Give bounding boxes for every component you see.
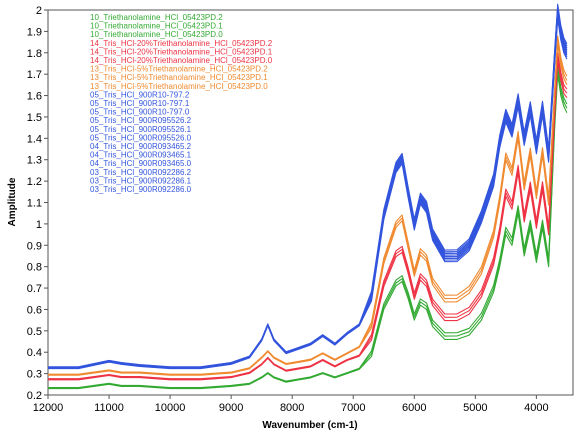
y-tick-label-0.6: 0.6: [27, 304, 42, 316]
x-tick-label-11000: 11000: [94, 402, 124, 414]
series-line-9: [48, 35, 568, 375]
y-tick-label-0.9: 0.9: [27, 240, 42, 252]
y-tick-label-0.7: 0.7: [27, 283, 42, 295]
y-tick-label-0.5: 0.5: [27, 326, 42, 338]
y-tick-label-1.1: 1.1: [27, 198, 42, 210]
legend-entry-21: 03_Tris_HCl_900R092286.0: [90, 185, 192, 194]
legend-entry-11: 05_Tris_HCl_900R10-797.1: [90, 99, 190, 108]
series-line-6: [48, 52, 568, 380]
y-tick-label-1.2: 1.2: [27, 176, 42, 188]
y-tick-label-0.8: 0.8: [27, 262, 42, 274]
x-tick-label-10000: 10000: [155, 402, 186, 414]
y-tick-label-0.2: 0.2: [27, 390, 42, 402]
x-tick-label-12000: 12000: [33, 402, 64, 414]
legend-entry-16: 04_Tris_HCl_900R093465.2: [90, 142, 192, 151]
legend-entry-7: 13_Tris_HCl-5%Triethanolamine_HCl_05423P…: [90, 65, 268, 74]
y-axis-title: Amplitude: [7, 177, 18, 226]
y-tick-label-0.3: 0.3: [27, 369, 42, 381]
x-tick-label-5000: 5000: [463, 402, 487, 414]
y-tick-label-1.6: 1.6: [27, 91, 42, 103]
legend-entry-13: 05_Tris_HCl_900R095526.2: [90, 116, 192, 125]
legend-entry-15: 05_Tris_HCl_900R095526.0: [90, 133, 192, 142]
x-tick-label-9000: 9000: [219, 402, 243, 414]
series-line-21: [48, 3, 568, 368]
legend-entry-14: 05_Tris_HCl_900R095526.1: [90, 125, 192, 134]
y-tick-label-1.7: 1.7: [27, 69, 42, 81]
y-tick-label-1.8: 1.8: [27, 48, 42, 60]
x-tick-label-7000: 7000: [341, 402, 365, 414]
legend-entry-17: 04_Tris_HCl_900R093465.1: [90, 151, 192, 160]
x-tick-label-8000: 8000: [280, 402, 304, 414]
x-tick-label-6000: 6000: [402, 402, 426, 414]
series-line-3: [48, 65, 568, 389]
legend-entry-9: 13_Tris_HCl-5%Triethanolamine_HCl_05423P…: [90, 82, 268, 91]
series-line-4: [48, 60, 568, 381]
legend-entry-5: 14_Tris_HCl-20%Triethanolamine_HCl_05423…: [90, 47, 273, 56]
x-axis-ticks: 12000 11000 10000 9000 8000 7000 6000 5000 4000: [33, 395, 549, 414]
legend-entry-6: 14_Tris_HCl-20%Triethanolamine_HCl_05423…: [90, 56, 273, 65]
legend-entry-12: 05_Tris_HCl_900R10-797.0: [90, 108, 190, 117]
legend-entry-20: 03_Tris_HCl_900R092286.1: [90, 176, 192, 185]
y-tick-label-1.3: 1.3: [27, 155, 42, 167]
legend-entry-8: 13_Tris_HCl-5%Triethanolamine_HCl_05423P…: [90, 73, 268, 82]
legend-entry-2: 10_Triethanolamine_HCl_05423PD.1: [90, 22, 223, 31]
y-tick-label-1: 1: [36, 219, 42, 231]
x-axis-title: Wavenumber (cm-1): [262, 420, 357, 431]
y-tick-label-0.4: 0.4: [27, 347, 42, 359]
legend-entry-4: 14_Tris_HCl-20%Triethanolamine_HCl_05423…: [90, 39, 273, 48]
y-tick-label-2: 2: [36, 5, 42, 17]
legend-entry-1: 10_Triethanolamine_HCl_05423PD.2: [90, 13, 223, 22]
legend-entry-18: 04_Tris_HCl_900R093465.0: [90, 159, 192, 168]
series-layer: [48, 3, 568, 390]
y-axis-ticks: 0.2 0.3 0.4 0.5 0.6 0.7 0.8 0.9 1 1.1 1.2 1.3 1.4 1.5…: [27, 5, 48, 402]
legend: 10_Triethanolamine_HCl_05423PD.210_Triet…: [90, 13, 273, 194]
y-tick-label-1.5: 1.5: [27, 112, 42, 124]
x-tick-label-4000: 4000: [524, 402, 548, 414]
legend-entry-3: 10_Triethanolamine_HCl_05423PD.0: [90, 30, 223, 39]
legend-entry-10: 05_Tris_HCl_900R10-797.2: [90, 90, 190, 99]
y-tick-label-1.4: 1.4: [27, 133, 42, 145]
legend-entry-19: 03_Tris_HCl_900R092286.2: [90, 168, 192, 177]
y-tick-label-1.9: 1.9: [27, 26, 42, 38]
